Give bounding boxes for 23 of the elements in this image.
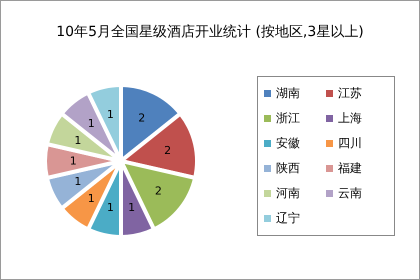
data-label: 1 [106,108,114,121]
data-label: 1 [74,134,82,147]
legend-label: 四川 [338,135,362,152]
data-label: 1 [88,117,95,130]
legend-label: 安徽 [276,135,300,152]
data-label: 2 [138,111,146,124]
legend-label: 河南 [276,185,300,202]
data-label: 2 [164,144,172,157]
legend-label: 浙江 [276,110,300,127]
data-label: 1 [106,201,114,214]
legend-label: 上海 [338,110,362,127]
data-label: 1 [128,201,136,214]
chart-title: 10年5月全国星级酒店开业统计 (按地区,3星以上) [55,23,365,41]
legend-label: 湖南 [276,85,300,102]
data-label: 1 [88,192,95,205]
data-label: 1 [74,175,82,188]
legend-label: 辽宁 [276,210,300,227]
legend-label: 云南 [338,185,362,202]
data-label: 1 [70,154,77,168]
legend-label: 江苏 [338,85,362,102]
data-label: 2 [154,184,162,198]
legend-label: 陕西 [276,160,300,177]
legend-label: 福建 [338,160,362,177]
